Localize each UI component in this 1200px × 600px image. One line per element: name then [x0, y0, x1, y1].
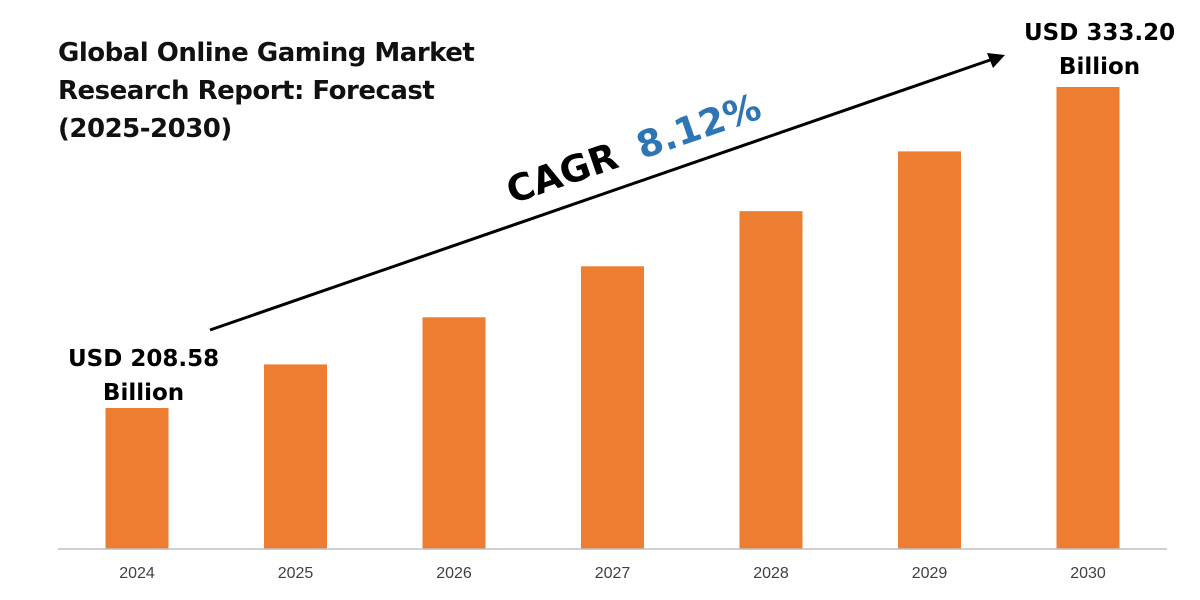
bar-2028	[739, 211, 803, 549]
x-tick-labels: 2024 2025 2026 2027 2028 2029 2030	[119, 565, 1106, 582]
bar-2026	[422, 317, 486, 549]
growth-arrow	[209, 53, 1005, 332]
cagr-annotation: CAGR 8.12%	[501, 85, 766, 212]
x-tick-label-2025: 2025	[278, 565, 314, 582]
chart-title-line-3: (2025-2030)	[58, 114, 232, 144]
start-value-label: USD 208.58 Billion	[68, 342, 219, 410]
bar-2024	[105, 408, 169, 549]
growth-arrow-line	[209, 57, 994, 332]
bar-2030	[1056, 87, 1120, 549]
start-value-amount: USD 208.58	[68, 346, 220, 372]
chart-title-line-2: Research Report: Forecast	[58, 76, 435, 106]
bar-2025	[264, 364, 327, 549]
end-value-amount: USD 333.20	[1024, 20, 1176, 46]
end-value-unit: Billion	[1058, 54, 1141, 80]
bar-2027	[581, 266, 644, 549]
cagr-prefix: CAGR	[501, 135, 623, 213]
x-tick-label-2029: 2029	[912, 565, 948, 582]
start-value-unit: Billion	[102, 380, 185, 406]
bar-2029	[898, 151, 961, 550]
bars-layer	[105, 87, 1120, 550]
chart-title-line-1: Global Online Gaming Market	[58, 38, 475, 68]
cagr-value: 8.12%	[631, 85, 766, 167]
x-tick-label-2024: 2024	[119, 565, 155, 582]
x-tick-label-2028: 2028	[753, 565, 789, 582]
x-tick-label-2027: 2027	[595, 565, 631, 582]
x-tick-label-2026: 2026	[436, 565, 472, 582]
arrow-head-icon	[987, 53, 1005, 68]
x-tick-label-2030: 2030	[1070, 565, 1106, 582]
end-value-label: USD 333.20 Billion	[1024, 16, 1175, 84]
